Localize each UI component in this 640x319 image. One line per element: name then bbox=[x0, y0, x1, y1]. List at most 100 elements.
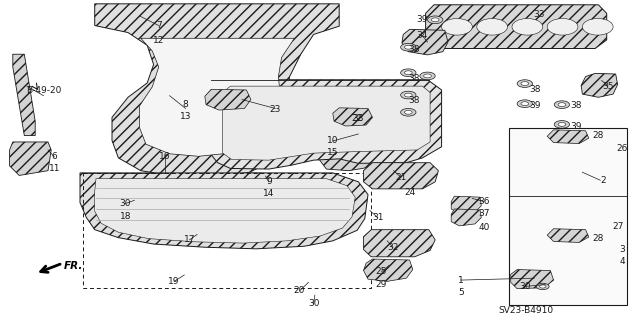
Text: 38: 38 bbox=[408, 45, 420, 54]
Text: 34: 34 bbox=[417, 31, 428, 40]
Ellipse shape bbox=[547, 19, 578, 35]
Polygon shape bbox=[208, 173, 291, 216]
Text: 38: 38 bbox=[408, 74, 420, 83]
Text: 30: 30 bbox=[308, 299, 319, 308]
Circle shape bbox=[554, 121, 570, 128]
Polygon shape bbox=[223, 86, 430, 160]
Circle shape bbox=[558, 103, 566, 107]
Text: 12: 12 bbox=[153, 36, 164, 45]
Circle shape bbox=[404, 45, 412, 49]
Circle shape bbox=[401, 43, 416, 51]
Polygon shape bbox=[364, 163, 438, 189]
Polygon shape bbox=[547, 130, 589, 144]
Circle shape bbox=[517, 100, 532, 108]
Text: 38: 38 bbox=[570, 101, 582, 110]
Text: 20: 20 bbox=[294, 286, 305, 295]
Ellipse shape bbox=[477, 19, 508, 35]
Text: 30: 30 bbox=[519, 282, 531, 291]
Ellipse shape bbox=[442, 19, 472, 35]
Text: 2: 2 bbox=[600, 176, 606, 185]
Polygon shape bbox=[13, 54, 35, 136]
Circle shape bbox=[420, 72, 435, 80]
Polygon shape bbox=[581, 73, 618, 97]
Text: 38: 38 bbox=[353, 114, 364, 123]
Text: 18: 18 bbox=[120, 212, 131, 221]
Text: 32: 32 bbox=[387, 243, 399, 252]
Text: 4: 4 bbox=[620, 257, 625, 266]
Ellipse shape bbox=[512, 19, 543, 35]
Text: 16: 16 bbox=[159, 152, 171, 161]
Polygon shape bbox=[205, 89, 251, 110]
Circle shape bbox=[428, 16, 443, 24]
Polygon shape bbox=[402, 29, 448, 55]
Text: 25: 25 bbox=[376, 267, 387, 276]
Text: 40: 40 bbox=[478, 223, 490, 232]
Text: 19: 19 bbox=[168, 277, 180, 286]
Text: 13: 13 bbox=[180, 112, 191, 121]
Text: 22: 22 bbox=[351, 114, 363, 123]
Text: 28: 28 bbox=[593, 234, 604, 243]
Text: 14: 14 bbox=[263, 189, 275, 198]
Text: 3: 3 bbox=[620, 245, 625, 254]
Circle shape bbox=[431, 18, 439, 22]
Polygon shape bbox=[210, 80, 442, 169]
Text: 39: 39 bbox=[570, 122, 582, 130]
Text: 9: 9 bbox=[266, 177, 271, 186]
Text: 11: 11 bbox=[49, 164, 60, 173]
Text: 10: 10 bbox=[327, 136, 339, 145]
Polygon shape bbox=[364, 230, 435, 257]
Text: 5: 5 bbox=[458, 288, 463, 297]
Polygon shape bbox=[317, 118, 390, 171]
Polygon shape bbox=[108, 13, 216, 40]
Text: 39: 39 bbox=[417, 15, 428, 24]
Text: SV23-B4910: SV23-B4910 bbox=[499, 306, 554, 315]
Polygon shape bbox=[95, 4, 339, 176]
Text: B-49-20: B-49-20 bbox=[26, 86, 61, 95]
Text: 31: 31 bbox=[372, 213, 383, 222]
Polygon shape bbox=[547, 229, 589, 242]
Circle shape bbox=[424, 74, 431, 78]
Circle shape bbox=[404, 110, 412, 114]
Text: 6: 6 bbox=[52, 152, 57, 161]
Text: 38: 38 bbox=[529, 85, 541, 94]
Text: 35: 35 bbox=[602, 82, 614, 91]
Polygon shape bbox=[426, 5, 607, 48]
Polygon shape bbox=[333, 108, 372, 126]
Text: 7: 7 bbox=[156, 21, 161, 30]
Text: 21: 21 bbox=[395, 173, 406, 182]
Circle shape bbox=[404, 71, 412, 75]
Circle shape bbox=[517, 80, 532, 87]
Text: 17: 17 bbox=[184, 235, 195, 244]
Polygon shape bbox=[10, 142, 51, 175]
Circle shape bbox=[521, 102, 529, 106]
Text: 39: 39 bbox=[529, 101, 541, 110]
Circle shape bbox=[536, 283, 549, 290]
Text: 15: 15 bbox=[327, 148, 339, 157]
Text: 38: 38 bbox=[408, 96, 420, 105]
Polygon shape bbox=[80, 173, 368, 249]
Circle shape bbox=[540, 285, 546, 288]
Text: 8: 8 bbox=[183, 100, 188, 109]
Ellipse shape bbox=[582, 19, 613, 35]
Text: 28: 28 bbox=[593, 131, 604, 140]
Polygon shape bbox=[95, 179, 355, 243]
Text: FR.: FR. bbox=[64, 261, 83, 271]
Circle shape bbox=[521, 82, 529, 85]
Bar bbox=[509, 128, 627, 305]
Polygon shape bbox=[364, 259, 413, 281]
Circle shape bbox=[401, 108, 416, 116]
Text: 26: 26 bbox=[616, 144, 628, 153]
Text: 36: 36 bbox=[478, 197, 490, 206]
Circle shape bbox=[401, 91, 416, 99]
Circle shape bbox=[554, 101, 570, 108]
Polygon shape bbox=[511, 270, 554, 289]
Text: 23: 23 bbox=[269, 105, 281, 114]
Text: 1: 1 bbox=[458, 276, 463, 285]
Polygon shape bbox=[140, 38, 294, 156]
Text: 24: 24 bbox=[404, 189, 415, 197]
Text: 29: 29 bbox=[376, 280, 387, 289]
Text: 33: 33 bbox=[534, 10, 545, 19]
Circle shape bbox=[558, 122, 566, 126]
Polygon shape bbox=[451, 209, 481, 226]
Text: 37: 37 bbox=[478, 209, 490, 218]
